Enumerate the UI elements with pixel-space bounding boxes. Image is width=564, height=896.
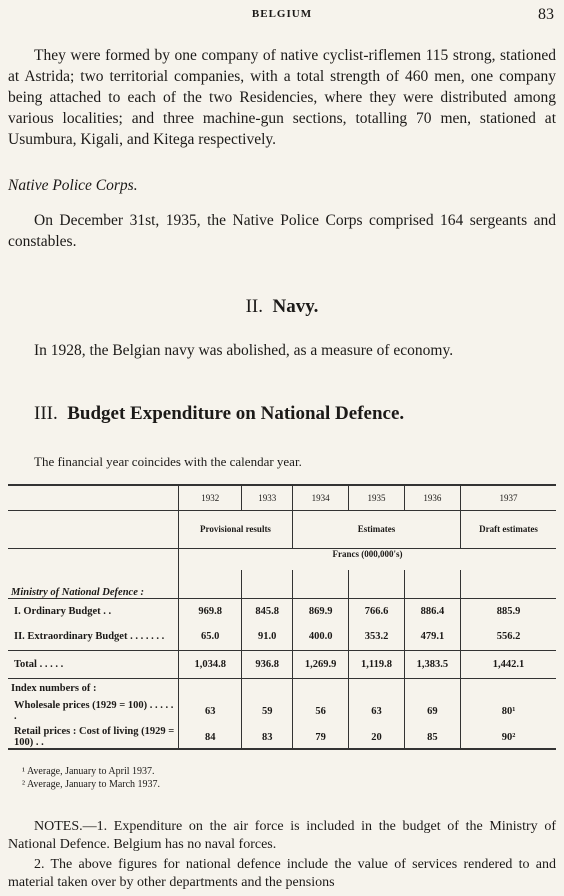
value-cell: 869.9 (291, 598, 349, 624)
empty-cell (460, 570, 556, 598)
empty-cell (177, 570, 242, 598)
paragraph: They were formed by one company of nativ… (8, 47, 556, 148)
value-cell: 59 (241, 698, 293, 724)
paragraph: The financial year coincides with the ca… (34, 454, 302, 469)
note: NOTES.—1. Expenditure on the air force i… (8, 819, 556, 852)
row-label: Wholesale prices (1929 = 100) . . . . . … (14, 700, 174, 722)
value-cell: 1,383.5 (403, 650, 461, 678)
group-cell: Draft estimates (460, 510, 556, 548)
data-row: II. Extraordinary Budget . . . . . . . 65… (8, 624, 556, 650)
empty-cell (291, 570, 349, 598)
empty-cell (460, 678, 556, 698)
empty-cell (241, 678, 293, 698)
empty-cell (241, 570, 293, 598)
value-cell: 969.8 (177, 598, 242, 624)
value-cell: 90² (460, 724, 556, 750)
empty-cell (291, 678, 349, 698)
row-label: I. Ordinary Budget . . (14, 605, 112, 617)
paragraph: On December 31st, 1935, the Native Polic… (8, 212, 556, 250)
empty-cell (348, 570, 405, 598)
unit-cell: Francs (000,000's) (178, 548, 556, 570)
value-cell: 84 (177, 724, 242, 750)
budget-table: 1932 1933 1934 1935 1936 1937 Provisional resu… (8, 486, 556, 750)
value-cell: 886.4 (403, 598, 461, 624)
year-cell: 1934 (291, 486, 349, 510)
section-number: II. (245, 296, 263, 317)
stub-cell (8, 486, 179, 510)
note: 2. The above figures for national defenc… (8, 857, 556, 890)
value-cell: 85 (403, 724, 461, 750)
value-cell: 1,119.8 (348, 650, 405, 678)
empty-cell (403, 678, 461, 698)
data-row: Wholesale prices (1929 = 100) . . . . . … (8, 698, 556, 724)
section-title: Navy. (272, 296, 319, 317)
data-row: Retail prices : Cost of living (1929 = 1… (8, 724, 556, 750)
value-cell: 65.0 (177, 624, 242, 650)
row-label: Retail prices : Cost of living (1929 = 1… (14, 726, 175, 748)
value-cell: 63 (348, 698, 405, 724)
section-label: Index numbers of : (11, 682, 97, 694)
empty-cell (403, 570, 461, 598)
subheading: Native Police Corps. (8, 177, 138, 194)
group-cell: Estimates (291, 510, 461, 548)
section-row: Index numbers of : (8, 678, 556, 698)
section-heading: II. Navy. (0, 296, 564, 318)
table-frame: 1932 1933 1934 1935 1936 1937 Provisional resu… (8, 484, 556, 750)
section-title: Budget Expenditure on National Defence. (67, 403, 405, 424)
value-cell: 556.2 (460, 624, 556, 650)
row-label: II. Extraordinary Budget . . . . . . . (14, 631, 165, 643)
value-cell: 56 (291, 698, 349, 724)
value-cell: 353.2 (348, 624, 405, 650)
value-cell: 91.0 (241, 624, 293, 650)
year-cell: 1937 (460, 486, 556, 510)
unit-row: Francs (000,000's) (8, 548, 556, 570)
value-cell: 936.8 (241, 650, 293, 678)
value-cell: 400.0 (291, 624, 349, 650)
row-label: Total . . . . . (14, 658, 64, 670)
data-row: Total . . . . . 1,034.8 936.8 1,269.9 1,119.… (8, 650, 556, 678)
value-cell: 79 (291, 724, 349, 750)
value-cell: 80¹ (460, 698, 556, 724)
value-cell: 1,034.8 (177, 650, 242, 678)
section-heading: III. Budget Expenditure on National Defe… (34, 403, 404, 425)
value-cell: 1,442.1 (460, 650, 556, 678)
value-cell: 479.1 (403, 624, 461, 650)
header-row: 1932 1933 1934 1935 1936 1937 (8, 486, 556, 510)
running-title: BELGIUM (251, 8, 313, 20)
year-cell: 1936 (403, 486, 461, 510)
header-row: Provisional results Estimates Draft estima… (8, 510, 556, 548)
group-cell: Provisional results (178, 510, 293, 548)
value-cell: 885.9 (460, 598, 556, 624)
data-row: I. Ordinary Budget . . 969.8 845.8 869.9 766… (8, 598, 556, 624)
value-cell: 1,269.9 (291, 650, 349, 678)
value-cell: 845.8 (241, 598, 293, 624)
value-cell: 766.6 (348, 598, 405, 624)
footnote: ² Average, January to March 1937. (22, 779, 161, 790)
value-cell: 20 (348, 724, 405, 750)
empty-cell (177, 678, 242, 698)
section-label: Ministry of National Defence : (11, 586, 144, 598)
year-cell: 1933 (241, 486, 293, 510)
paragraph: In 1928, the Belgian navy was abolished,… (34, 342, 454, 359)
empty-cell (348, 678, 405, 698)
stub-cell (8, 510, 179, 548)
value-cell: 63 (177, 698, 242, 724)
stub-cell (8, 548, 179, 570)
year-cell: 1935 (348, 486, 405, 510)
value-cell: 83 (241, 724, 293, 750)
year-cell: 1932 (177, 486, 242, 510)
value-cell: 69 (403, 698, 461, 724)
page-number: 83 (538, 6, 554, 23)
footnotes: ¹ Average, January to April 1937. ² Aver… (22, 765, 160, 791)
footnote: ¹ Average, January to April 1937. (22, 766, 155, 777)
section-number: III. (34, 403, 58, 424)
section-row: Ministry of National Defence : (8, 570, 556, 598)
